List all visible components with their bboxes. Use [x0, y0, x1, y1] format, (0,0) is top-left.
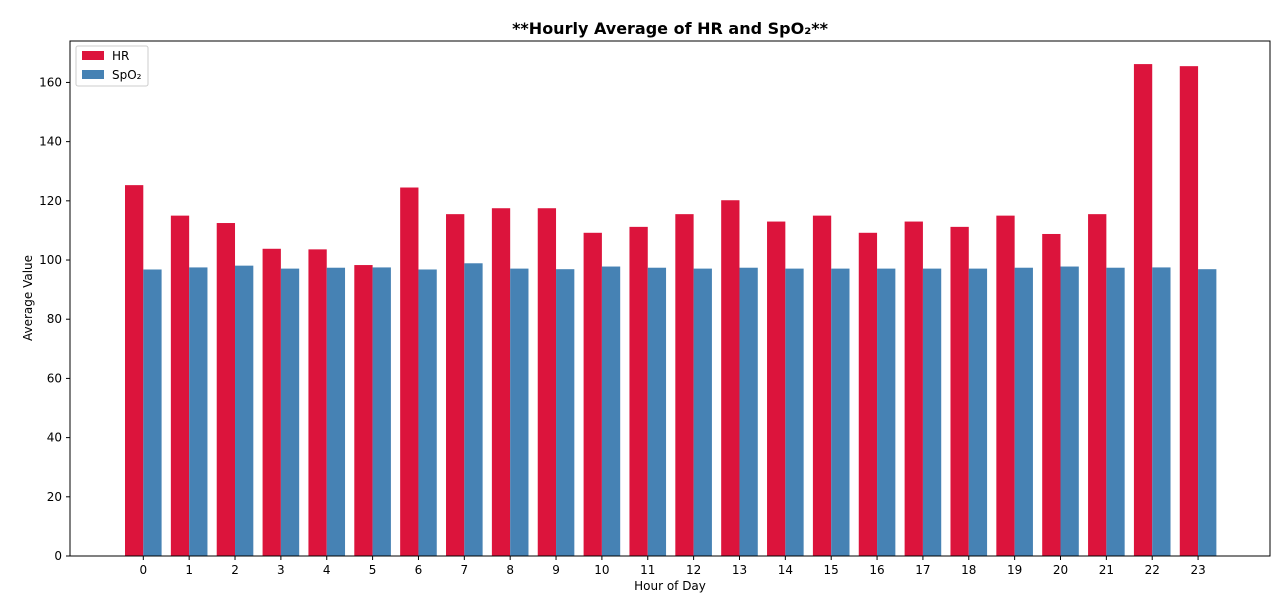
x-tick-label: 11	[640, 563, 655, 577]
x-tick-label: 15	[824, 563, 839, 577]
bar-spo-20	[1060, 266, 1079, 556]
bar-spo-18	[968, 268, 988, 556]
bar-hr-8	[491, 208, 511, 557]
legend-label-spo: SpO₂	[112, 68, 142, 82]
x-tick-label: 7	[460, 563, 468, 577]
y-tick-label: 0	[54, 549, 62, 563]
bar-spo-16	[877, 268, 896, 556]
x-axis-label: Hour of Day	[634, 579, 706, 593]
bar-spo-1	[189, 267, 208, 556]
x-tick-label: 0	[139, 563, 147, 577]
bar-hr-13	[721, 200, 740, 557]
x-tick-label: 19	[1007, 563, 1022, 577]
bar-spo-21	[1106, 267, 1125, 556]
x-tick-label: 5	[369, 563, 377, 577]
y-tick-label: 80	[47, 312, 62, 326]
x-tick-label: 18	[961, 563, 976, 577]
bar-spo-10	[601, 266, 621, 556]
bar-spo-12	[693, 268, 712, 556]
bar-spo-11	[647, 267, 667, 556]
x-tick-label: 16	[869, 563, 884, 577]
x-tick-label: 8	[506, 563, 514, 577]
bar-spo-4	[326, 267, 346, 556]
bar-hr-15	[812, 215, 832, 556]
bar-spo-15	[831, 268, 850, 556]
bar-spo-9	[556, 269, 575, 556]
bar-spo-19	[1014, 267, 1033, 556]
bar-hr-6	[400, 187, 419, 556]
legend-swatch-spo	[82, 70, 104, 79]
bar-spo-17	[922, 268, 942, 556]
bar-hr-18	[950, 226, 969, 556]
bar-hr-9	[537, 208, 557, 557]
bar-hr-21	[1088, 214, 1107, 556]
bar-spo-13	[739, 267, 758, 556]
y-tick-label: 20	[47, 490, 62, 504]
bar-spo-0	[143, 269, 162, 556]
bar-hr-11	[629, 226, 648, 556]
x-tick-label: 13	[732, 563, 747, 577]
x-tick-label: 10	[594, 563, 609, 577]
x-tick-label: 9	[552, 563, 560, 577]
bar-hr-14	[767, 221, 786, 557]
x-tick-label: 12	[686, 563, 701, 577]
x-tick-label: 2	[231, 563, 239, 577]
bar-hr-19	[996, 215, 1015, 556]
bar-spo-8	[510, 268, 529, 556]
x-tick-label: 6	[415, 563, 423, 577]
bars-layer	[125, 64, 1217, 557]
y-tick-label: 140	[39, 135, 62, 149]
x-tick-label: 14	[778, 563, 793, 577]
bar-spo-14	[785, 268, 804, 556]
y-tick-label: 60	[47, 371, 62, 385]
bar-hr-23	[1179, 66, 1199, 556]
x-tick-label: 23	[1190, 563, 1205, 577]
bar-spo-7	[464, 263, 483, 556]
legend-label-hr: HR	[112, 49, 129, 63]
legend-swatch-hr	[82, 51, 104, 60]
bar-hr-5	[354, 265, 373, 556]
bar-hr-10	[583, 232, 602, 557]
bar-spo-5	[372, 267, 391, 556]
x-tick-label: 3	[277, 563, 285, 577]
y-tick-label: 40	[47, 431, 62, 445]
bar-spo-3	[280, 268, 300, 556]
bar-hr-16	[858, 232, 878, 557]
x-tick-label: 21	[1099, 563, 1114, 577]
y-axis-label: Average Value	[21, 255, 35, 341]
bar-spo-22	[1152, 267, 1171, 556]
x-tick-label: 1	[185, 563, 193, 577]
y-tick-label: 160	[39, 75, 62, 89]
bar-hr-4	[308, 249, 327, 556]
bar-hr-17	[904, 221, 923, 557]
bar-hr-20	[1042, 233, 1061, 557]
ticks-layer: 0 1 2 3 4 5 6 7 8 9 10 11 12 13 14 15 16 17 18 19 20 21 22 2302…	[39, 75, 1206, 577]
x-tick-label: 20	[1053, 563, 1068, 577]
bar-spo-2	[235, 265, 254, 556]
bar-spo-6	[418, 269, 437, 556]
bar-spo-23	[1198, 269, 1217, 556]
bar-hr-1	[170, 215, 190, 556]
y-tick-label: 120	[39, 194, 62, 208]
bar-hr-3	[262, 248, 281, 556]
bar-hr-12	[675, 214, 694, 556]
bar-hr-0	[125, 185, 144, 556]
y-tick-label: 100	[39, 253, 62, 267]
chart-title: **Hourly Average of HR and SpO₂**	[512, 19, 829, 38]
x-tick-label: 22	[1145, 563, 1160, 577]
bar-hr-2	[216, 223, 236, 556]
bar-hr-7	[446, 214, 465, 556]
x-tick-label: 17	[915, 563, 930, 577]
plot-frame	[69, 40, 1271, 557]
legend: HR SpO₂	[75, 45, 149, 87]
bar-hr-22	[1133, 64, 1153, 556]
x-tick-label: 4	[323, 563, 331, 577]
